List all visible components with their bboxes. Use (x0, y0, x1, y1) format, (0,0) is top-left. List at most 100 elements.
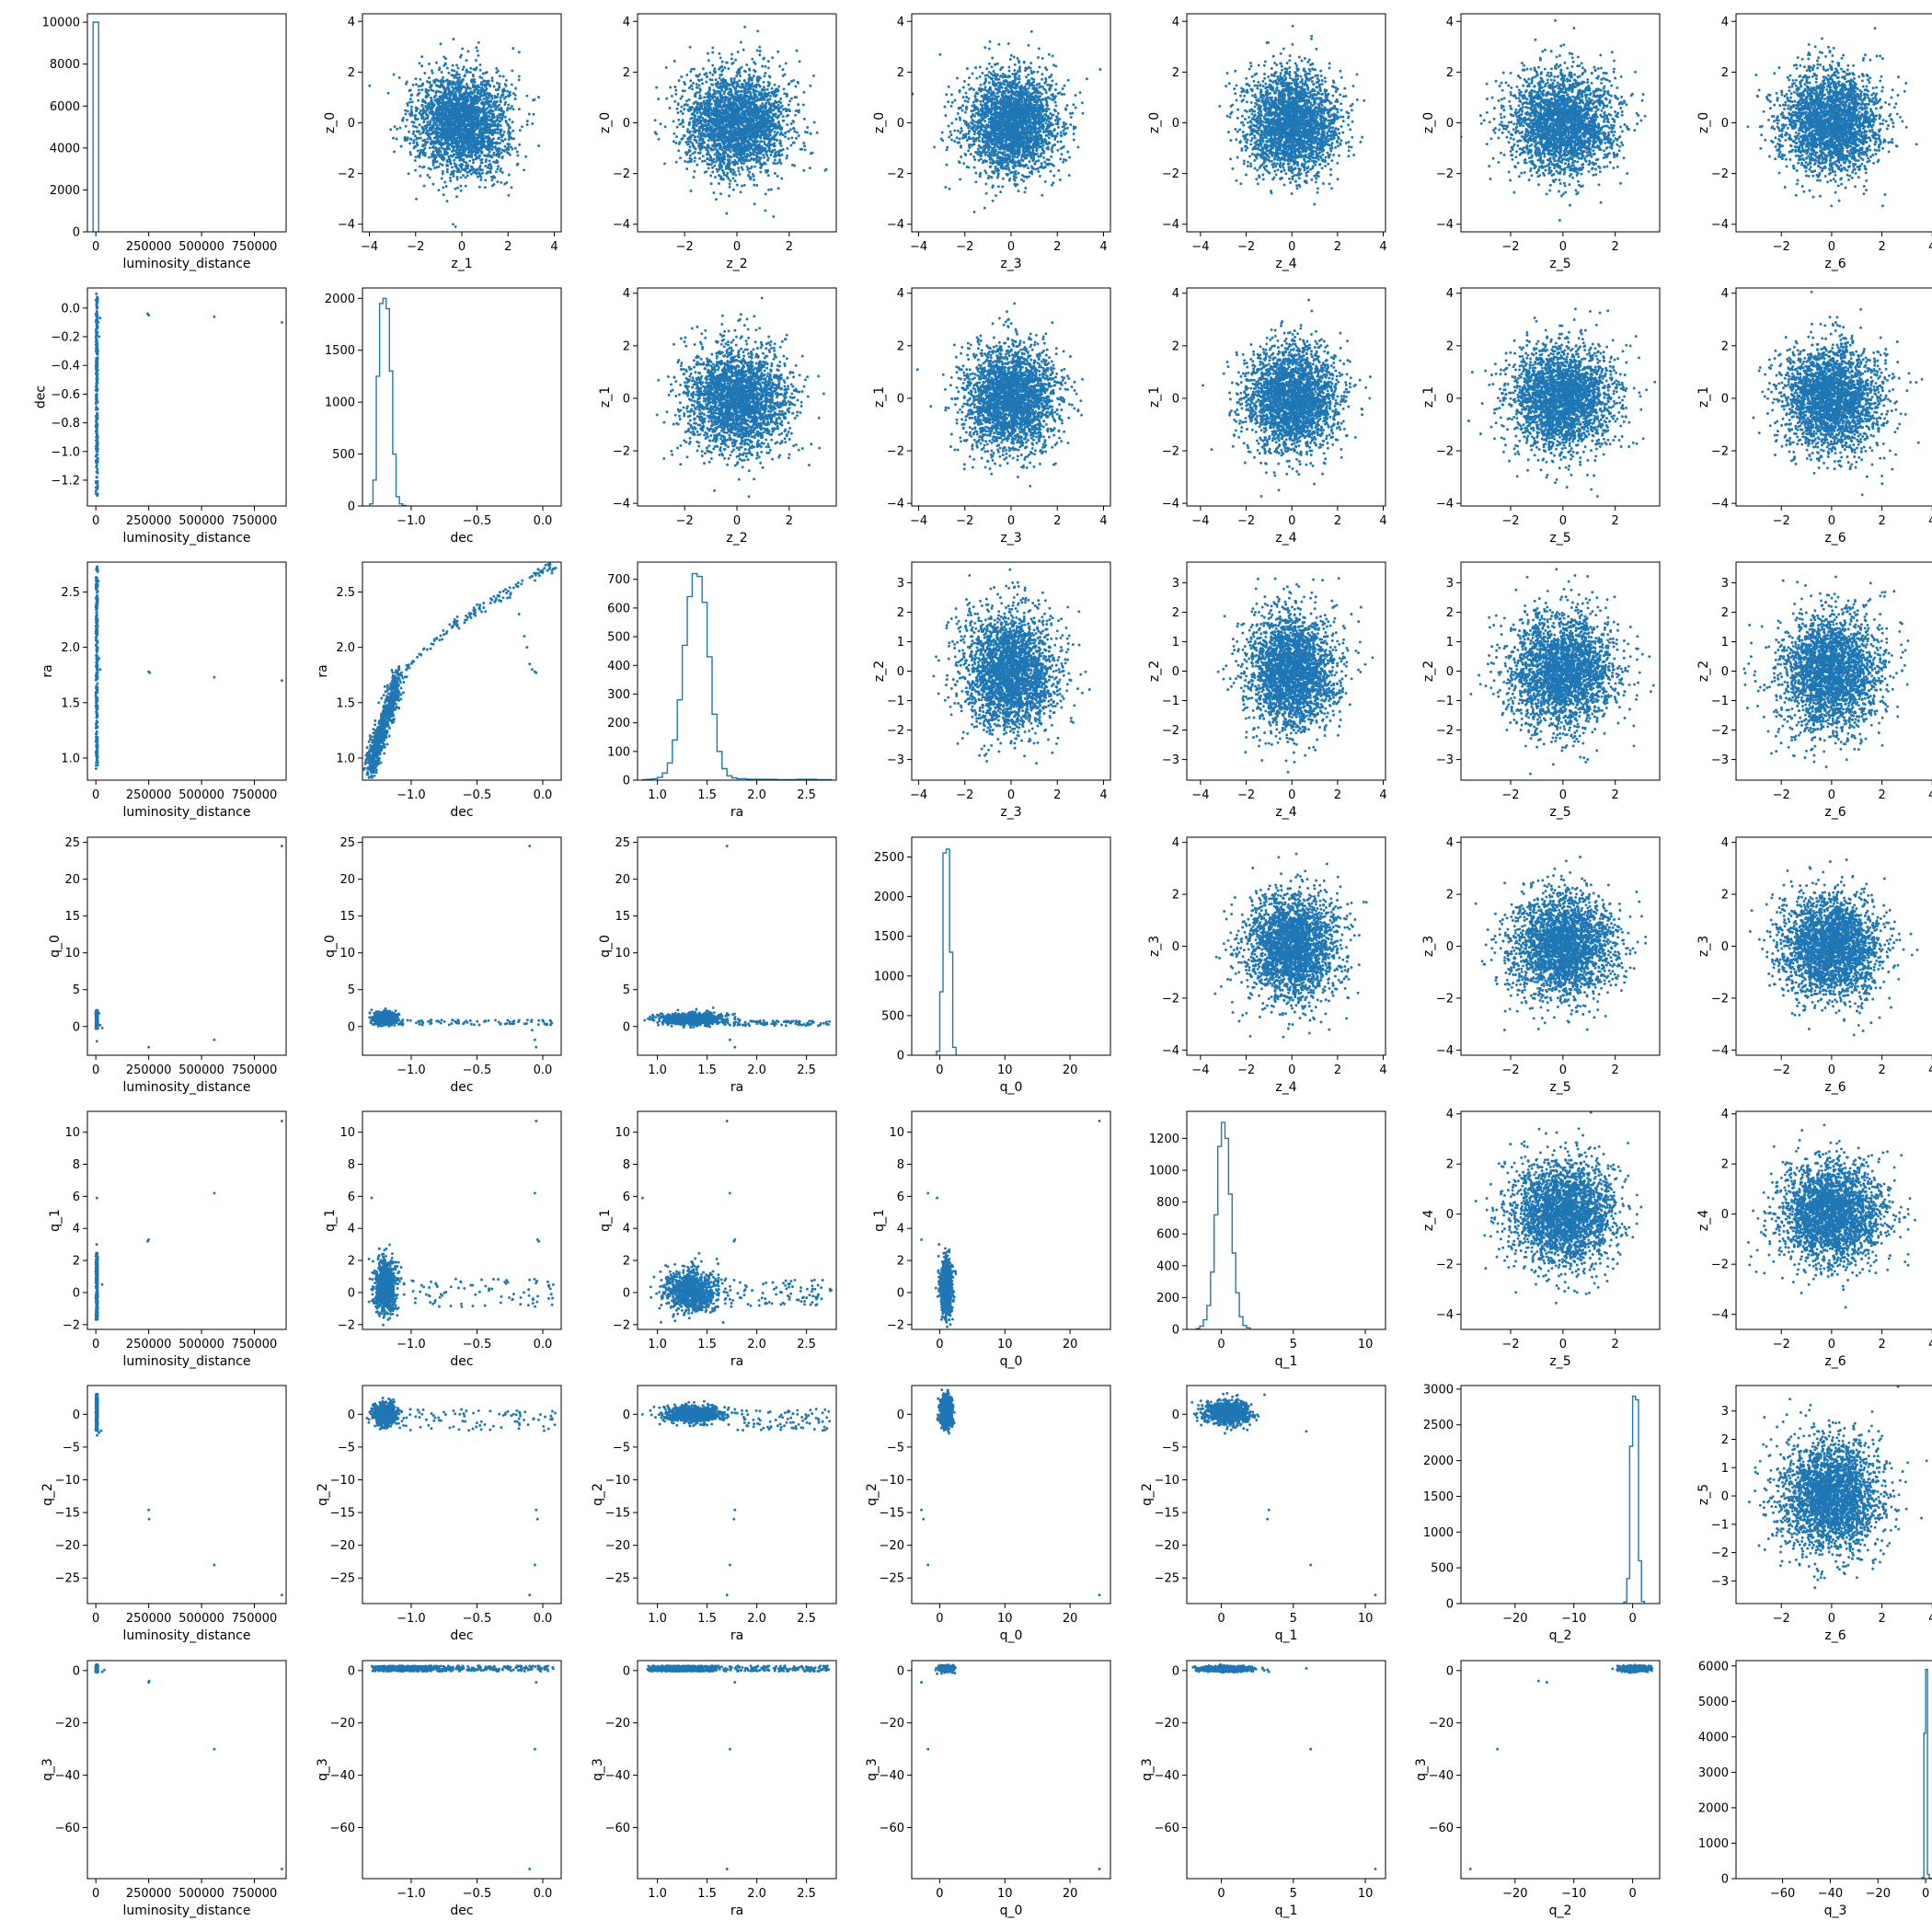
scatter-point (445, 119, 448, 121)
scatter-point (481, 158, 484, 161)
scatter-point (709, 117, 712, 120)
scatter-point (722, 152, 725, 155)
scatter-point (472, 84, 475, 86)
scatter-point (469, 67, 472, 70)
scatter-point (694, 156, 696, 159)
scatter-point (719, 56, 722, 59)
scatter-point (463, 160, 466, 163)
scatter-point (420, 137, 422, 140)
scatter-point (719, 164, 722, 167)
scatter-point (727, 148, 730, 151)
scatter-point (491, 98, 494, 100)
scatter-point (405, 112, 408, 115)
scatter-point (450, 163, 453, 166)
scatter-point (420, 55, 423, 58)
scatter-point (466, 104, 469, 107)
scatter-point (773, 142, 776, 144)
scatter-point (441, 101, 443, 104)
scatter-point (410, 106, 413, 109)
scatter-point (706, 153, 708, 155)
scatter-point (510, 136, 512, 139)
scatter-point (763, 156, 765, 159)
scatter-point (456, 73, 459, 75)
scatter-point (489, 159, 491, 162)
scatter-point (798, 109, 800, 111)
scatter-point (775, 106, 777, 109)
scatter-point (474, 151, 477, 154)
scatter-point (497, 93, 500, 96)
scatter-point (459, 148, 462, 151)
scatter-point (460, 102, 463, 105)
scatter-point (497, 165, 500, 167)
scatter-point (673, 140, 675, 143)
scatter-point (678, 79, 681, 82)
scatter-point (466, 71, 469, 74)
scatter-point (682, 112, 684, 115)
scatter-point (431, 69, 433, 72)
scatter-point (459, 176, 462, 178)
scatter-point (459, 155, 462, 157)
scatter-point (474, 100, 477, 103)
scatter-point (490, 167, 493, 170)
scatter-point (508, 119, 511, 121)
scatter-point (491, 116, 494, 119)
scatter-point (774, 172, 776, 175)
scatter-point (746, 153, 749, 155)
scatter-point (742, 158, 744, 161)
scatter-point (432, 150, 435, 153)
scatter-point (784, 135, 787, 138)
scatter-point (479, 88, 482, 91)
scatter-point (437, 189, 440, 191)
scatter-point (722, 171, 725, 174)
scatter-point (728, 194, 730, 197)
scatter-point (499, 130, 501, 132)
scatter-point (701, 143, 704, 145)
scatter-point (703, 74, 706, 76)
scatter-point (756, 29, 759, 32)
scatter-point (458, 134, 461, 137)
scatter-point (777, 125, 780, 128)
scatter-point (783, 87, 786, 90)
scatter-point (770, 110, 773, 113)
scatter-point (699, 117, 702, 120)
scatter-point (453, 153, 455, 155)
scatter-point (442, 117, 444, 120)
scatter-point (732, 189, 735, 191)
scatter-point (795, 137, 798, 140)
scatter-point (484, 94, 487, 97)
scatter-point (775, 151, 777, 154)
scatter-point (728, 163, 730, 166)
scatter-point (414, 115, 417, 118)
scatter-point (723, 66, 726, 69)
scatter-point (732, 168, 735, 171)
scatter-point (446, 67, 449, 70)
scatter-point (432, 142, 435, 144)
scatter-point (398, 127, 401, 130)
scatter-point (495, 147, 498, 150)
scatter-point (763, 86, 765, 88)
scatter-point (448, 108, 451, 110)
scatter-point (710, 163, 713, 166)
scatter-point (744, 144, 747, 147)
scatter-point (725, 145, 728, 148)
scatter-point (419, 78, 421, 81)
scatter-point (494, 102, 497, 105)
scatter-point (394, 125, 397, 128)
scatter-point (452, 223, 454, 225)
scatter-point (495, 124, 498, 127)
scatter-point (487, 103, 489, 106)
scatter-point (448, 138, 451, 141)
scatter-point (420, 151, 422, 154)
scatter-point (737, 83, 740, 86)
scatter-point (442, 170, 444, 173)
scatter-point (786, 147, 788, 150)
scatter-point (412, 132, 415, 135)
scatter-point (741, 66, 743, 69)
scatter-point (420, 88, 423, 91)
scatter-point (477, 114, 480, 117)
scatter-point (398, 76, 401, 79)
scatter-point (406, 119, 408, 121)
scatter-point (775, 115, 777, 118)
scatter-point (674, 89, 677, 92)
scatter-point (421, 82, 424, 85)
